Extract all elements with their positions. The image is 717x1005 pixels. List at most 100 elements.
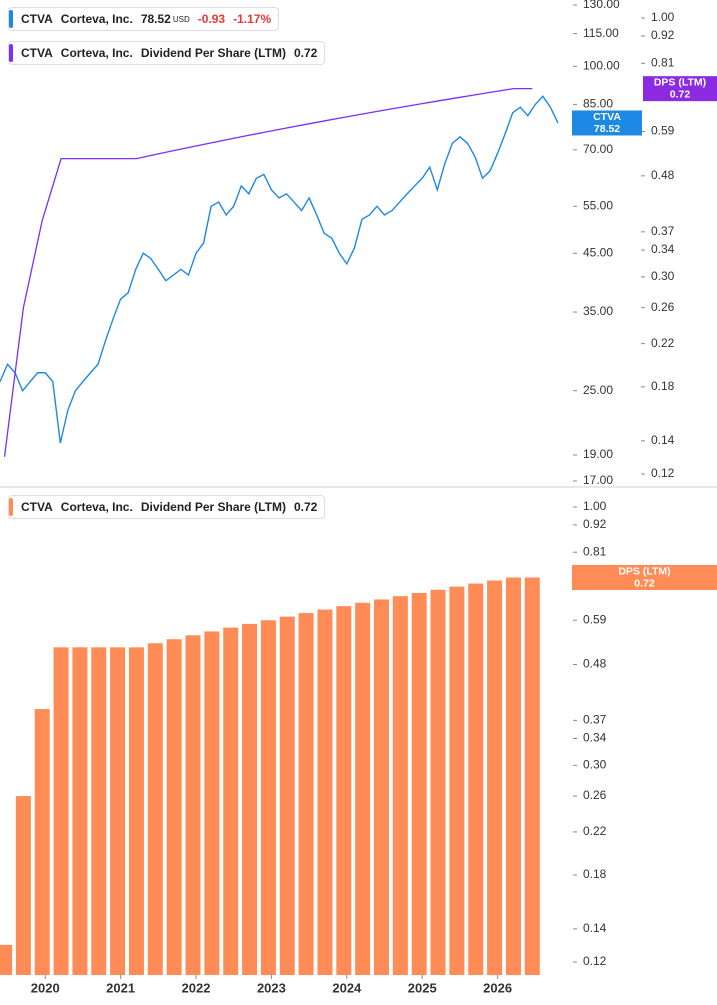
x-tick-label: 2020 <box>31 980 60 995</box>
value-badge <box>643 76 717 102</box>
dps-legend: CTVA Corteva, Inc. Dividend Per Share (L… <box>8 41 326 65</box>
value-badge <box>572 110 642 136</box>
x-tick-label: 2023 <box>257 980 286 995</box>
bar <box>110 647 126 975</box>
bar <box>260 620 276 975</box>
y-tick-label: 0.48 <box>651 168 675 182</box>
series-line <box>3 88 533 457</box>
y-tick-label: 25.00 <box>583 383 613 397</box>
ticker: CTVA <box>21 46 53 60</box>
y-tick-label: 0.22 <box>651 336 675 350</box>
y-tick-label: 0.92 <box>651 28 675 42</box>
badge-label: DPS (LTM) <box>618 565 670 577</box>
y-tick-label: 0.18 <box>651 379 675 393</box>
bar <box>411 592 427 975</box>
y-tick-label: 19.00 <box>583 447 613 461</box>
y-tick-label: 0.37 <box>583 713 607 727</box>
bar <box>223 627 239 975</box>
bar <box>355 602 371 975</box>
y-tick-label: 0.30 <box>583 758 607 772</box>
bar <box>15 796 31 975</box>
x-tick-label: 2026 <box>483 980 512 995</box>
price-legend: CTVA Corteva, Inc. 78.52 USD -0.93 -1.17… <box>8 7 280 31</box>
company: Corteva, Inc. <box>60 12 133 26</box>
bar <box>204 631 220 975</box>
y-tick-label: 0.14 <box>651 433 675 447</box>
y-tick-label: 130.00 <box>583 0 620 11</box>
bar <box>505 577 521 975</box>
y-tick-label: 70.00 <box>583 142 613 156</box>
bar <box>147 643 163 975</box>
legend-swatch <box>9 10 13 28</box>
y-tick-label: 0.18 <box>583 867 607 881</box>
y-tick-label: 0.81 <box>651 55 675 69</box>
y-tick-label: 0.59 <box>583 612 607 626</box>
badge-value: 0.72 <box>670 88 691 100</box>
y-tick-label: 0.12 <box>651 466 675 480</box>
change-pct: -1.17% <box>233 12 272 26</box>
y-tick-label: 0.26 <box>583 788 607 802</box>
x-tick-label: 2021 <box>106 980 135 995</box>
dps-bar-legend: CTVA Corteva, Inc. Dividend Per Share (L… <box>8 495 326 519</box>
y-tick-label: 115.00 <box>583 26 619 40</box>
x-tick-label: 2024 <box>332 980 362 995</box>
y-tick-label: 0.12 <box>583 954 607 968</box>
y-tick-label: 0.81 <box>583 544 607 558</box>
bar <box>72 647 88 975</box>
y-tick-label: 0.30 <box>651 269 675 283</box>
badge-value: 0.72 <box>634 577 655 589</box>
y-tick-label: 1.00 <box>651 10 675 24</box>
y-tick-label: 0.22 <box>583 824 607 838</box>
currency: USD <box>172 14 190 24</box>
bar <box>0 944 13 975</box>
bar <box>336 606 352 975</box>
bar <box>279 616 295 975</box>
legend-swatch <box>9 498 13 516</box>
bar <box>298 613 314 975</box>
bar <box>430 589 446 975</box>
y-tick-label: 45.00 <box>583 245 613 259</box>
y-tick-label: 0.14 <box>583 921 607 935</box>
y-tick-label: 85.00 <box>583 97 613 111</box>
badge-label: DPS (LTM) <box>654 76 706 88</box>
company: Corteva, Inc. <box>60 500 133 514</box>
bar <box>487 580 503 975</box>
x-tick-label: 2022 <box>182 980 211 995</box>
value: 0.72 <box>293 500 318 514</box>
legend-swatch <box>9 44 13 62</box>
y-tick-label: 0.92 <box>583 517 607 531</box>
y-tick-label: 55.00 <box>583 198 613 212</box>
value-badge <box>572 564 717 590</box>
y-tick-label: 35.00 <box>583 304 613 318</box>
bar <box>166 639 182 975</box>
badge-value: 78.52 <box>594 123 620 135</box>
bar <box>91 647 107 975</box>
y-tick-label: 0.26 <box>651 300 675 314</box>
bar <box>449 586 465 975</box>
metric: Dividend Per Share (LTM) <box>140 46 286 60</box>
y-tick-label: 0.34 <box>651 242 675 256</box>
badge-label: CTVA <box>593 111 621 123</box>
bar <box>34 709 50 975</box>
y-tick-label: 0.37 <box>651 224 675 238</box>
ticker: CTVA <box>21 12 53 26</box>
ticker: CTVA <box>21 500 53 514</box>
y-tick-label: 0.48 <box>583 657 607 671</box>
series-line <box>0 95 559 444</box>
bar <box>392 596 408 975</box>
y-tick-label: 0.59 <box>651 124 675 138</box>
bar <box>53 647 69 975</box>
bar <box>128 647 144 975</box>
bar <box>374 599 390 975</box>
x-tick-label: 2025 <box>408 980 437 995</box>
bar <box>242 623 258 975</box>
bar <box>317 609 333 975</box>
metric: Dividend Per Share (LTM) <box>140 500 286 514</box>
change: -0.93 <box>197 12 226 26</box>
company: Corteva, Inc. <box>60 46 133 60</box>
bar <box>524 577 540 975</box>
y-tick-label: 100.00 <box>583 59 620 73</box>
bar <box>468 583 484 975</box>
